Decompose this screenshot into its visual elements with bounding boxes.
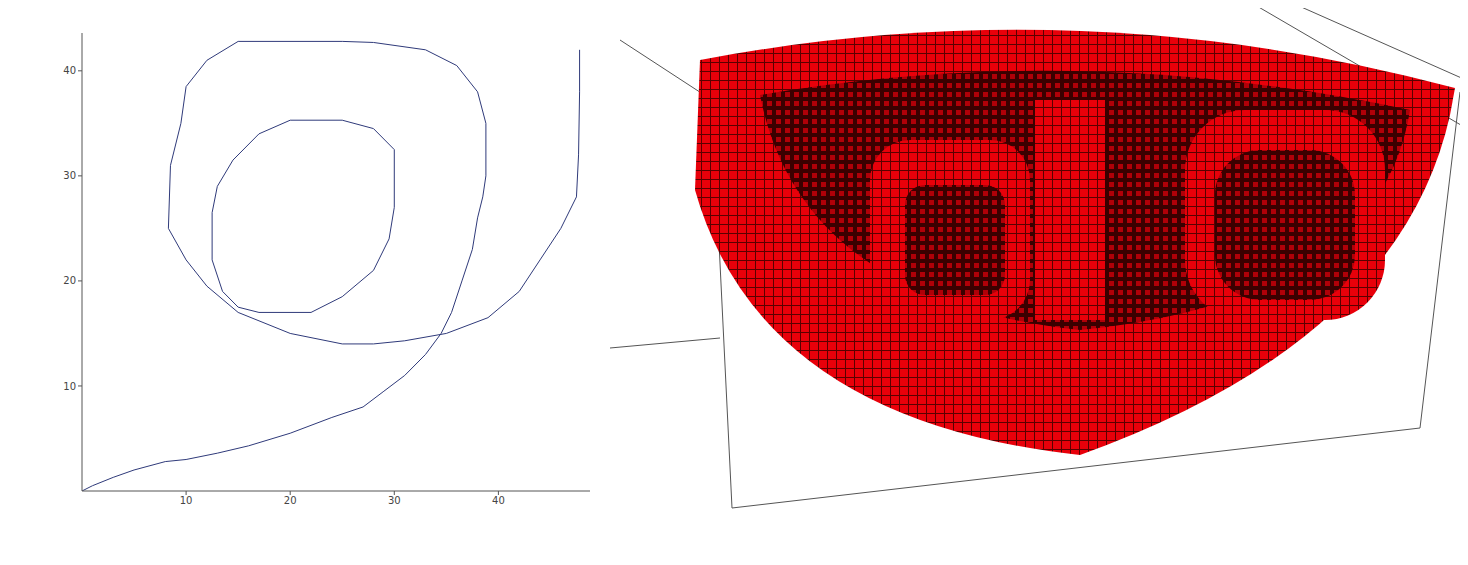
svg-text:20: 20 bbox=[63, 275, 76, 286]
svg-text:30: 30 bbox=[63, 170, 76, 181]
svg-text:10: 10 bbox=[180, 495, 193, 506]
svg-text:20: 20 bbox=[284, 495, 297, 506]
svg-text:40: 40 bbox=[492, 495, 505, 506]
svg-text:30: 30 bbox=[388, 495, 401, 506]
svg-text:10: 10 bbox=[63, 381, 76, 392]
svg-text:40: 40 bbox=[63, 65, 76, 76]
